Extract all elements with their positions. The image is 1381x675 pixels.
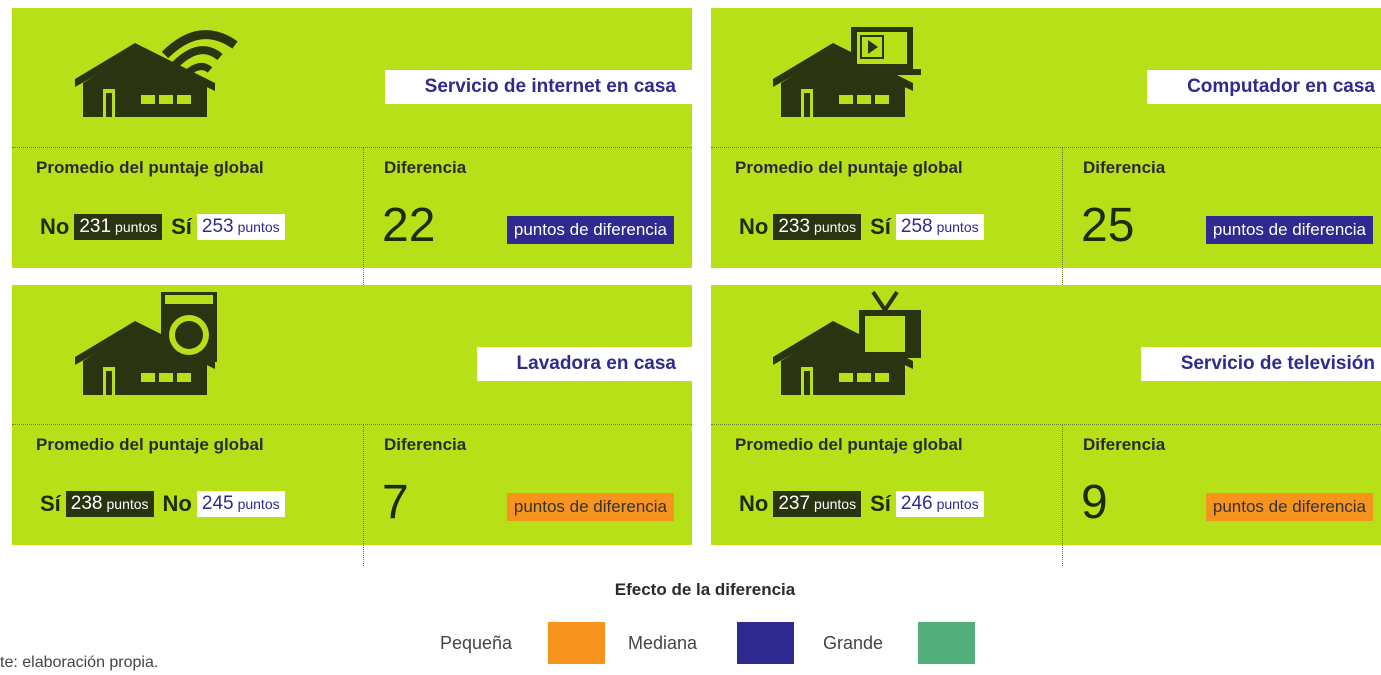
internet-icon [75, 30, 238, 117]
divider [363, 424, 364, 566]
difference: 25 [1081, 199, 1135, 252]
group-name: No [739, 214, 769, 239]
avg-label: Promedio del puntaje global [36, 158, 264, 177]
score: 233 [778, 216, 811, 237]
tv-icon [773, 290, 921, 395]
scores: Sí 238 puntos No 245 puntos [40, 491, 285, 517]
difference-text: puntos de diferencia [506, 216, 674, 244]
group-name: No [40, 214, 70, 239]
diff-label: Diferencia [1083, 435, 1166, 454]
unit: puntos [106, 496, 149, 512]
avg-label: Promedio del puntaje global [36, 435, 264, 454]
divider [1062, 424, 1063, 566]
unit: puntos [814, 219, 857, 235]
divider [12, 424, 692, 425]
divider [12, 147, 692, 148]
card-title: Servicio de internet en casa [384, 70, 692, 104]
diff-label: Diferencia [384, 435, 467, 454]
difference: 9 [1081, 476, 1108, 529]
card-title: Lavadora en casa [476, 347, 692, 381]
card-title: Computador en casa [1147, 70, 1381, 104]
avg-label: Promedio del puntaje global [735, 158, 963, 177]
score: 253 [201, 216, 234, 237]
legend-label: Mediana [628, 633, 698, 653]
group-name: No [739, 491, 769, 516]
scores: No 237 puntos Sí 246 puntos [739, 491, 984, 517]
diff-label: Diferencia [1083, 158, 1166, 177]
score-pill: 233 puntos [773, 214, 862, 240]
score-pill: 245 puntos [196, 491, 285, 517]
unit: puntos [936, 496, 979, 512]
washer-icon [75, 292, 217, 395]
unit: puntos [237, 219, 280, 235]
score: 258 [900, 216, 933, 237]
group-name: Sí [171, 214, 192, 239]
divider [711, 147, 1381, 148]
scores: No 231 puntos Sí 253 puntos [40, 214, 285, 240]
score: 238 [70, 493, 103, 514]
legend-label: Pequeña [440, 633, 513, 653]
score: 245 [201, 493, 234, 514]
legend-label: Grande [823, 633, 884, 653]
legend-title: Efecto de la diferencia [614, 580, 796, 599]
divider [1062, 147, 1063, 289]
legend-swatch [548, 622, 605, 664]
score-pill: 231 puntos [74, 214, 163, 240]
difference-text: puntos de diferencia [1205, 493, 1373, 521]
difference-text: puntos de diferencia [506, 493, 674, 521]
avg-label: Promedio del puntaje global [735, 435, 963, 454]
unit: puntos [936, 219, 979, 235]
unit: puntos [814, 496, 857, 512]
divider [711, 424, 1381, 425]
score: 246 [900, 493, 933, 514]
divider [363, 147, 364, 289]
score-pill: 258 puntos [895, 214, 984, 240]
source: te: elaboración propia. [0, 654, 159, 671]
score-pill: 246 puntos [895, 491, 984, 517]
score: 237 [778, 493, 811, 514]
score-pill: 238 puntos [65, 491, 154, 517]
card: Servicio de internet en casa Promedio del… [12, 8, 692, 289]
group-name: Sí [870, 491, 891, 516]
unit: puntos [237, 496, 280, 512]
unit: puntos [115, 219, 158, 235]
legend-swatch [737, 622, 794, 664]
group-name: No [162, 491, 192, 516]
score-pill: 253 puntos [196, 214, 285, 240]
difference: 7 [382, 476, 409, 529]
difference-text: puntos de diferencia [1205, 216, 1373, 244]
scores: No 233 puntos Sí 258 puntos [739, 214, 984, 240]
difference: 22 [382, 199, 436, 252]
computer-icon [773, 27, 921, 117]
score: 231 [79, 216, 112, 237]
card: Servicio de televisión Promedio del punta… [711, 285, 1381, 566]
card-title: Servicio de televisión [1140, 347, 1381, 381]
group-name: Sí [40, 491, 61, 516]
legend-swatch [918, 622, 975, 664]
diff-label: Diferencia [384, 158, 467, 177]
score-pill: 237 puntos [773, 491, 862, 517]
group-name: Sí [870, 214, 891, 239]
